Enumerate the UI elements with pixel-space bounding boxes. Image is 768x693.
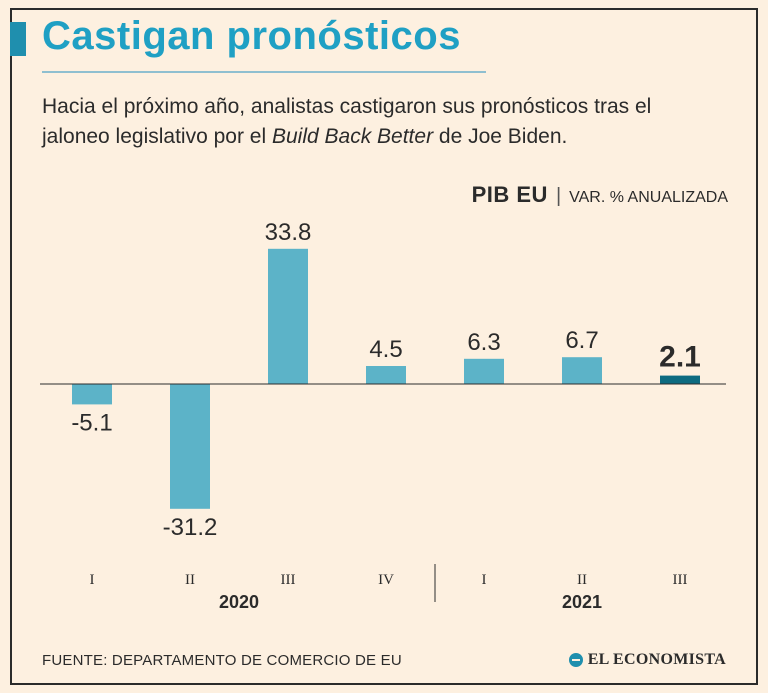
bar-value-label-7: 2.1 bbox=[659, 341, 701, 374]
logo-icon bbox=[568, 653, 583, 667]
title-accent-bar bbox=[10, 22, 26, 56]
subtitle: Hacia el próximo año, analistas castigar… bbox=[42, 92, 722, 152]
bar-value-label-3: 33.8 bbox=[265, 219, 312, 246]
measure-label: PIB EU | VAR. % ANUALIZADA bbox=[472, 182, 728, 208]
year-label-2: 2021 bbox=[562, 592, 602, 612]
subtitle-italic-text: Build Back Better bbox=[271, 125, 434, 148]
x-tick-label-4: IV bbox=[378, 572, 394, 588]
x-tick-label-6: II bbox=[577, 572, 587, 588]
x-tick-label-5: I bbox=[482, 572, 487, 588]
subtitle-text-start: Hacia el próximo año, analistas castigar… bbox=[42, 95, 652, 148]
publisher-logo: EL ECONOMISTA bbox=[568, 651, 726, 669]
bar-7 bbox=[660, 375, 700, 384]
page-title: Castigan pronósticos bbox=[42, 14, 461, 58]
x-tick-label-7: III bbox=[673, 572, 688, 588]
measure-name: PIB EU bbox=[471, 182, 548, 207]
bar-4 bbox=[366, 366, 406, 384]
bar-6 bbox=[562, 357, 602, 384]
bar-value-label-4: 4.5 bbox=[369, 336, 402, 363]
x-tick-label-2: II bbox=[185, 572, 195, 588]
title-divider bbox=[42, 71, 486, 73]
bar-value-label-5: 6.3 bbox=[467, 329, 500, 356]
bar-5 bbox=[464, 358, 504, 384]
x-tick-label-3: III bbox=[281, 572, 296, 588]
source-note: FUENTE: DEPARTAMENTO DE COMERCIO DE EU bbox=[42, 652, 402, 669]
bar-3 bbox=[268, 248, 308, 384]
measure-separator: | bbox=[555, 185, 562, 207]
bar-value-label-6: 6.7 bbox=[565, 327, 598, 354]
bar-1 bbox=[72, 384, 112, 405]
x-tick-label-1: I bbox=[90, 572, 95, 588]
measure-unit: VAR. % ANUALIZADA bbox=[569, 189, 728, 206]
bar-2 bbox=[170, 384, 210, 509]
year-label-1: 2020 bbox=[219, 592, 259, 612]
chart-frame bbox=[10, 8, 758, 685]
subtitle-text-end: de Joe Biden. bbox=[433, 125, 568, 148]
bar-value-label-1: -5.1 bbox=[71, 409, 112, 436]
logo-text: EL ECONOMISTA bbox=[587, 651, 726, 668]
bar-value-label-2: -31.2 bbox=[163, 514, 218, 541]
